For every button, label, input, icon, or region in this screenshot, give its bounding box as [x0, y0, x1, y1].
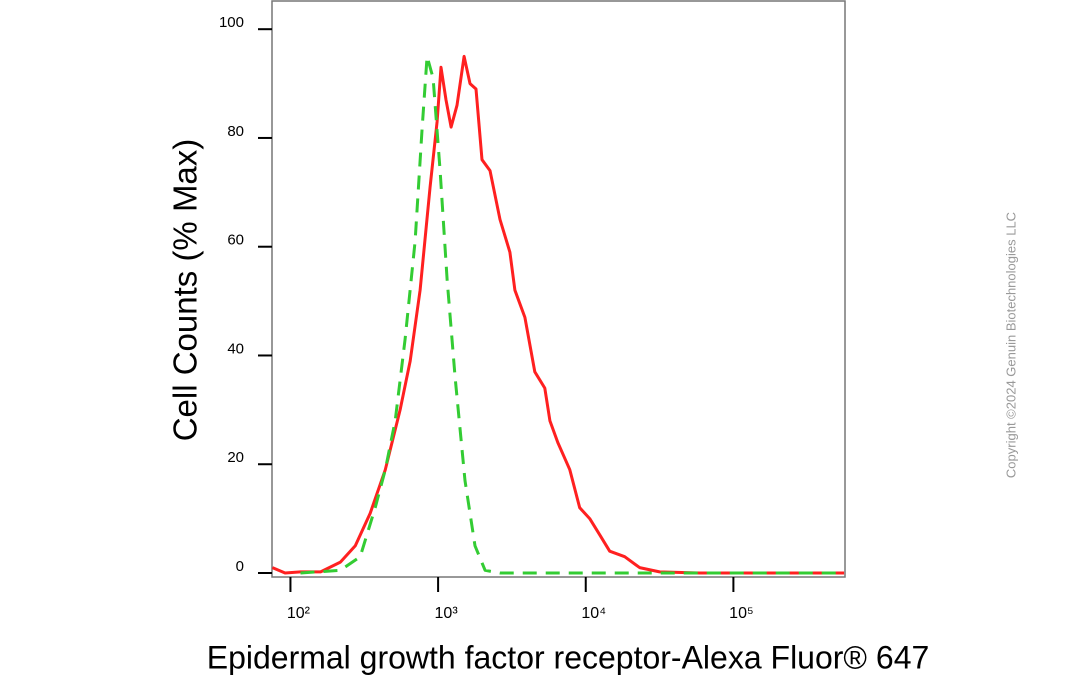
series-line — [300, 54, 845, 575]
series-line — [271, 54, 845, 575]
x-tick-label: 10⁴ — [581, 605, 606, 622]
y-tick-label: 40 — [227, 340, 244, 357]
y-tick-label: 100 — [219, 14, 244, 31]
x-axis-title: Epidermal growth factor receptor-Alexa F… — [207, 639, 930, 675]
y-tick-label: 0 — [236, 558, 244, 575]
x-tick-label: 10⁵ — [729, 605, 753, 622]
y-tick-label: 20 — [227, 449, 244, 466]
x-tick-label: 10³ — [435, 605, 459, 622]
y-tick-label: 80 — [227, 123, 244, 140]
x-tick-label: 10² — [287, 605, 311, 622]
plot-frame — [271, 0, 846, 578]
y-tick-label: 60 — [227, 232, 244, 249]
y-axis-title: Cell Counts (% Max) — [167, 139, 204, 442]
copyright: Copyright ©2024 Genuin Biotechnologies L… — [1003, 212, 1018, 478]
